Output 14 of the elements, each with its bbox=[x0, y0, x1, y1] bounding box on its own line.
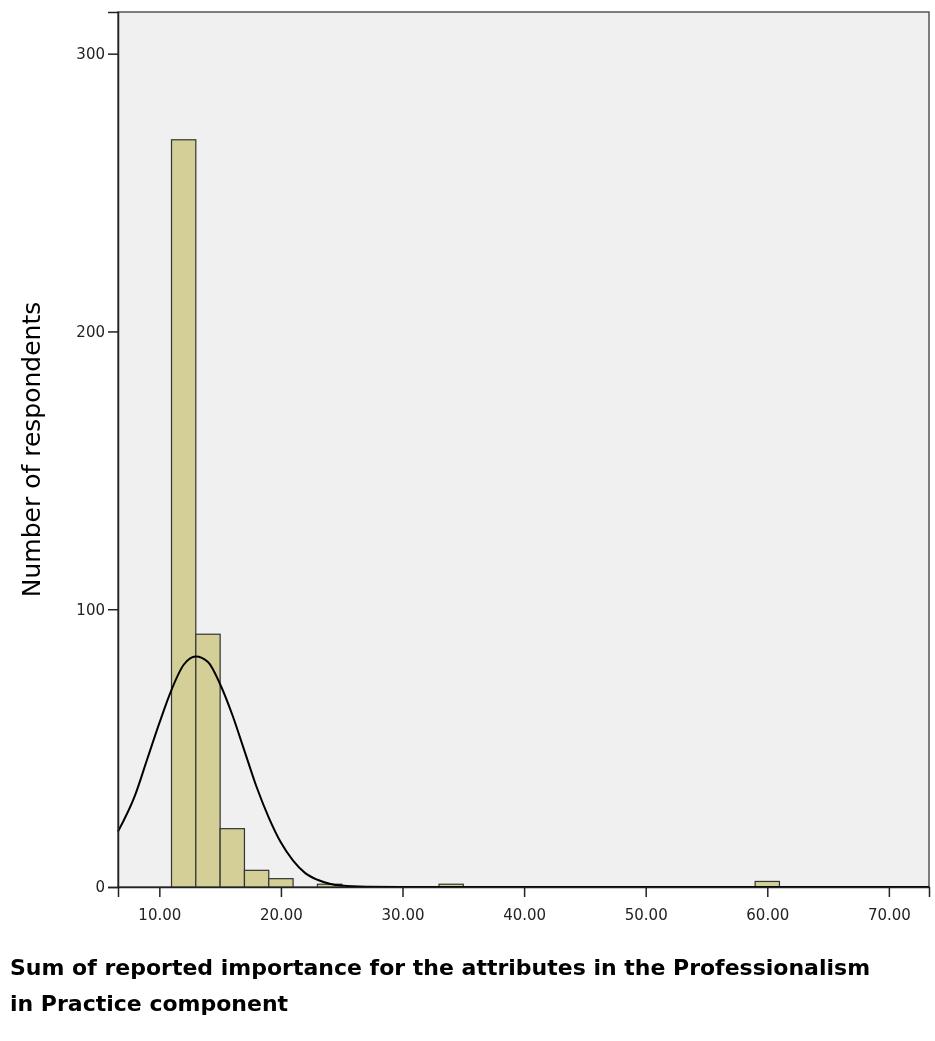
y-tick-label: 300 bbox=[76, 44, 105, 63]
x-tick-label: 20.00 bbox=[259, 905, 303, 924]
y-axis-title: Number of respondents bbox=[17, 301, 46, 598]
x-tick-label: 70.00 bbox=[867, 905, 911, 924]
x-tick-label: 40.00 bbox=[503, 905, 547, 924]
y-tick-label: 0 bbox=[95, 878, 105, 897]
line-series bbox=[117, 655, 930, 888]
y-tick-label: 100 bbox=[76, 600, 105, 619]
x-tick-label: 30.00 bbox=[381, 905, 425, 924]
y-tick-label: 200 bbox=[76, 322, 105, 341]
x-axis-title: Sum of reported importance for the attributes in the Professionalism in Practice component bbox=[10, 955, 871, 1017]
x-tick-label: 50.00 bbox=[624, 905, 668, 924]
x-tick-label: 10.00 bbox=[138, 905, 182, 924]
x-tick-label: 60.00 bbox=[746, 905, 790, 924]
